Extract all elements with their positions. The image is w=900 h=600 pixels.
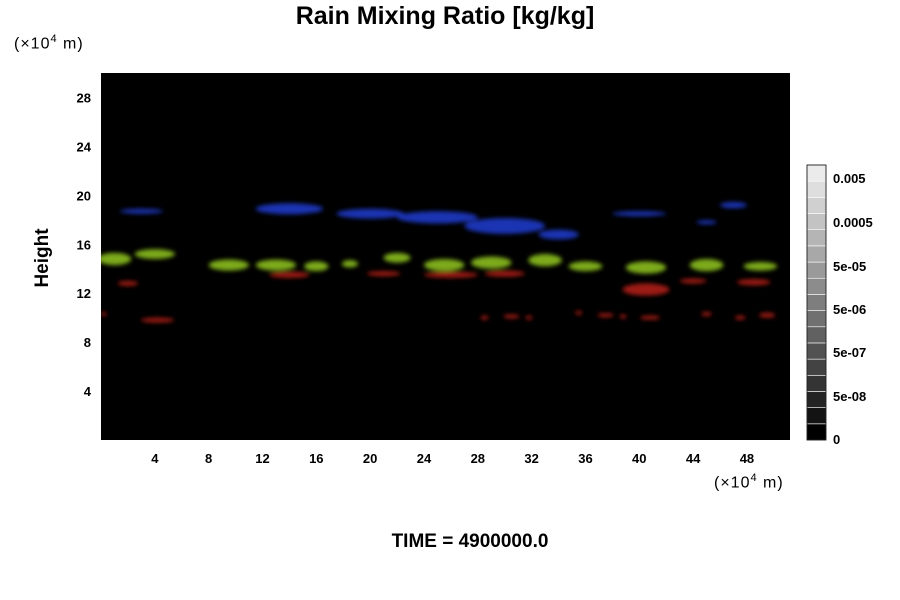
colorbar-label: 5e-06 bbox=[833, 302, 866, 317]
colorbar-swatch bbox=[806, 245, 827, 263]
rain-region bbox=[423, 258, 465, 272]
time-label: TIME = 4900000.0 bbox=[391, 531, 549, 552]
rain-region bbox=[269, 271, 310, 278]
rain-region bbox=[622, 283, 670, 296]
rain-region bbox=[689, 258, 724, 272]
colorbar-swatch bbox=[806, 229, 827, 247]
colorbar-swatch bbox=[806, 180, 827, 198]
colorbar-swatch bbox=[806, 164, 827, 182]
y-tick-label: 8 bbox=[84, 335, 91, 350]
rain-region bbox=[341, 260, 359, 268]
rain-region bbox=[736, 279, 771, 286]
rain-region bbox=[612, 211, 667, 217]
x-axis-unit: (×104 m) bbox=[714, 472, 784, 492]
rain-region bbox=[140, 317, 175, 323]
colorbar-swatch bbox=[806, 294, 827, 311]
x-tick-label: 36 bbox=[578, 451, 592, 466]
rain-region bbox=[255, 259, 297, 271]
x-tick-label: 32 bbox=[524, 451, 538, 466]
colorbar-label: 5e-08 bbox=[833, 389, 866, 404]
rain-region bbox=[117, 280, 139, 286]
rain-region bbox=[304, 261, 329, 272]
rain-region bbox=[625, 261, 667, 274]
chart-title: Rain Mixing Ratio [kg/kg] bbox=[295, 2, 595, 30]
colorbar-swatch bbox=[806, 342, 827, 360]
x-tick-label: 24 bbox=[417, 451, 432, 466]
rain-region bbox=[208, 259, 250, 271]
y-axis-unit: (×104 m) bbox=[14, 33, 84, 53]
rain-region bbox=[734, 315, 746, 320]
y-tick-label: 12 bbox=[77, 286, 91, 301]
colorbar-swatch bbox=[806, 423, 827, 441]
x-tick-label: 48 bbox=[740, 451, 754, 466]
rain-region bbox=[597, 313, 614, 318]
rain-region bbox=[538, 229, 579, 240]
rain-region bbox=[119, 208, 163, 214]
rain-region bbox=[575, 310, 583, 315]
rain-layer-2 bbox=[101, 270, 776, 323]
rain-region bbox=[397, 211, 478, 224]
rain-region bbox=[619, 314, 627, 319]
x-tick-label: 20 bbox=[363, 451, 377, 466]
rain-region bbox=[528, 254, 562, 267]
y-tick-label: 28 bbox=[77, 90, 91, 105]
colorbar-label: 0 bbox=[833, 432, 840, 447]
colorbar-swatch bbox=[806, 277, 827, 295]
colorbar-swatch bbox=[806, 374, 827, 392]
colorbar-swatch bbox=[806, 358, 827, 376]
rain-region bbox=[720, 202, 747, 209]
y-tick-label: 20 bbox=[77, 188, 91, 203]
rain-region bbox=[525, 315, 533, 320]
y-tick-label: 24 bbox=[77, 139, 92, 154]
rain-layer-0 bbox=[119, 202, 747, 240]
rain-region bbox=[679, 278, 707, 284]
colorbar-label: 0.0005 bbox=[833, 215, 873, 230]
colorbar-label: 5e-07 bbox=[833, 345, 866, 360]
rain-region bbox=[471, 256, 512, 269]
rain-region bbox=[336, 208, 404, 219]
colorbar-swatch bbox=[806, 213, 827, 231]
y-axis-ticks: 4 8 12 16 20 24 28 bbox=[77, 90, 92, 399]
y-tick-label: 16 bbox=[77, 237, 91, 252]
x-tick-label: 16 bbox=[309, 451, 323, 466]
x-axis-ticks: 4 8 12 16 20 24 28 32 36 40 44 48 bbox=[151, 451, 754, 466]
rain-region bbox=[255, 203, 324, 215]
rain-region bbox=[134, 249, 176, 259]
rain-region bbox=[366, 271, 401, 277]
rain-region bbox=[423, 271, 478, 278]
x-tick-label: 12 bbox=[255, 451, 269, 466]
colorbar-swatch bbox=[806, 326, 827, 344]
rain-region bbox=[503, 314, 520, 319]
rain-region bbox=[484, 270, 525, 277]
colorbar-swatch bbox=[806, 261, 827, 279]
colorbar-swatch bbox=[806, 391, 827, 408]
colorbar-swatch bbox=[806, 197, 827, 214]
x-tick-label: 8 bbox=[205, 451, 212, 466]
rain-region bbox=[701, 311, 712, 316]
rain-region bbox=[639, 315, 661, 320]
rain-region bbox=[696, 220, 717, 225]
plot-area bbox=[101, 73, 790, 440]
rain-region bbox=[480, 315, 489, 320]
y-tick-label: 4 bbox=[84, 384, 92, 399]
rain-region bbox=[101, 311, 107, 316]
rain-region bbox=[464, 217, 546, 234]
colorbar-label: 0.005 bbox=[833, 171, 866, 186]
rain-layer-1 bbox=[101, 249, 778, 274]
colorbar: 0.005 0.0005 5e-05 5e-06 5e-07 5e-08 0 bbox=[806, 164, 873, 447]
rain-region bbox=[743, 262, 778, 271]
colorbar-swatch bbox=[806, 407, 827, 425]
x-tick-label: 40 bbox=[632, 451, 646, 466]
rain-region bbox=[568, 261, 603, 272]
rain-region bbox=[383, 252, 411, 263]
colorbar-label: 5e-05 bbox=[833, 259, 866, 274]
x-tick-label: 4 bbox=[151, 451, 159, 466]
x-tick-label: 28 bbox=[471, 451, 485, 466]
rain-region bbox=[759, 312, 776, 318]
colorbar-swatch bbox=[806, 310, 827, 328]
colorbar-frame bbox=[806, 164, 827, 441]
rain-region bbox=[101, 252, 132, 266]
x-tick-label: 44 bbox=[686, 451, 701, 466]
